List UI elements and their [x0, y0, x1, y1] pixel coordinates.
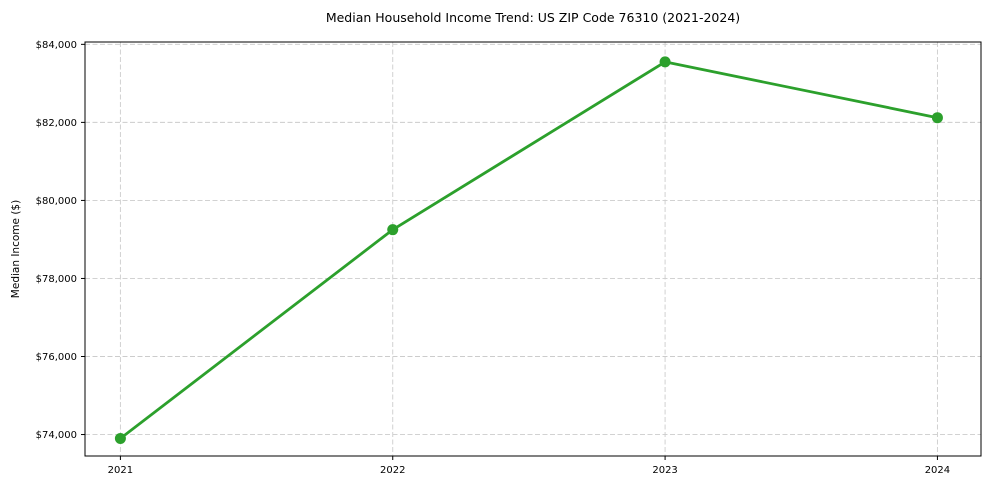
y-tick-label: $80,000	[36, 196, 77, 207]
data-layer	[114, 56, 943, 444]
trend-line	[119, 60, 939, 440]
data-point-2024	[931, 112, 943, 124]
y-tick-label: $84,000	[36, 40, 77, 51]
y-tick-label: $74,000	[36, 430, 77, 441]
y-axis-label: Median Income ($)	[10, 200, 22, 298]
axis-layer: $74,000 $76,000 $78,000 $80,000 $82,000 $84,0…	[36, 40, 982, 476]
data-point-2022	[387, 224, 399, 236]
y-tick-label: $82,000	[36, 118, 77, 129]
grid-layer	[85, 42, 981, 456]
y-tick-label: $76,000	[36, 352, 77, 363]
chart-title: Median Household Income Trend: US ZIP Co…	[326, 10, 740, 25]
y-tick-label: $78,000	[36, 274, 77, 285]
plot-border	[84, 41, 982, 457]
x-tick-label: 2023	[652, 465, 677, 476]
x-tick-label: 2024	[925, 465, 950, 476]
data-point-2021	[114, 432, 126, 444]
x-tick-label: 2021	[108, 465, 133, 476]
x-tick-label: 2022	[380, 465, 405, 476]
data-point-2023	[659, 56, 671, 68]
